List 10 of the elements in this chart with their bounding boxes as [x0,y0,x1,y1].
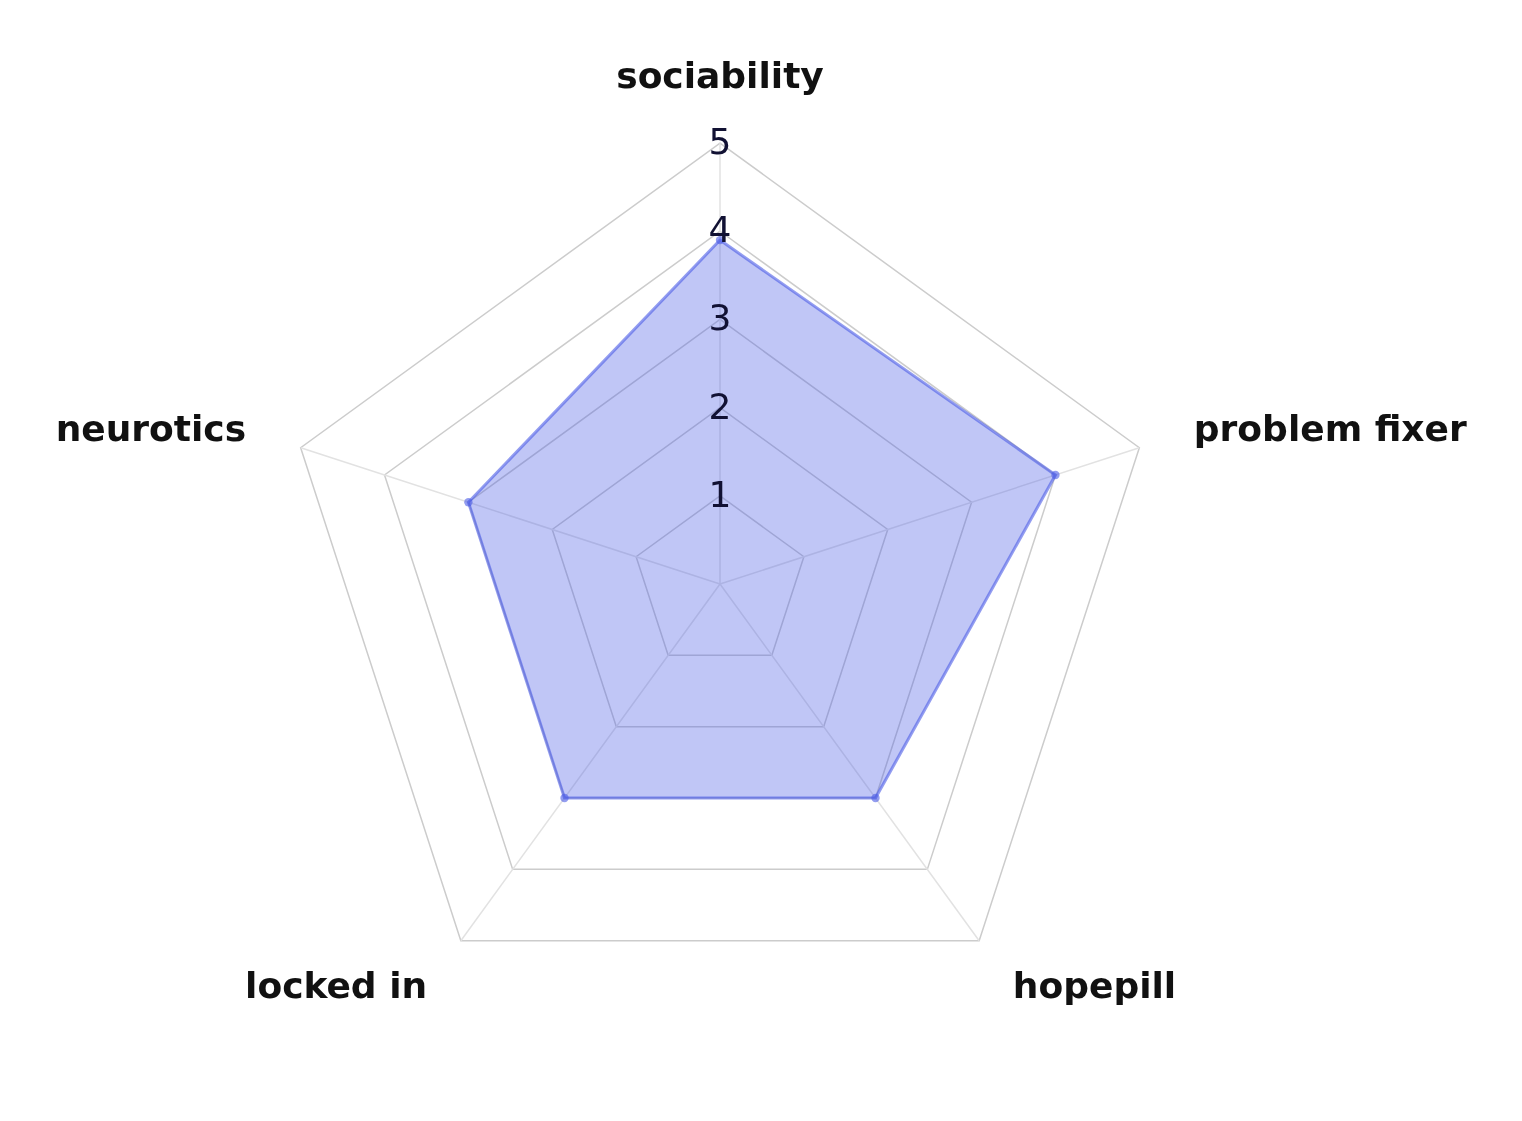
y-tick-label: 2 [708,385,732,427]
spoke-label: problem fixer [1193,408,1467,450]
y-tick-label: 4 [708,209,732,251]
y-tick-label: 1 [708,473,732,515]
y-tick-label: 5 [708,121,732,163]
spoke-label: neurotics [55,408,247,450]
spoke-label: locked in [245,965,428,1007]
spoke-label: hopepill [1012,965,1177,1007]
y-tick-label: 3 [708,297,732,339]
spoke-label: sociability [616,54,824,96]
